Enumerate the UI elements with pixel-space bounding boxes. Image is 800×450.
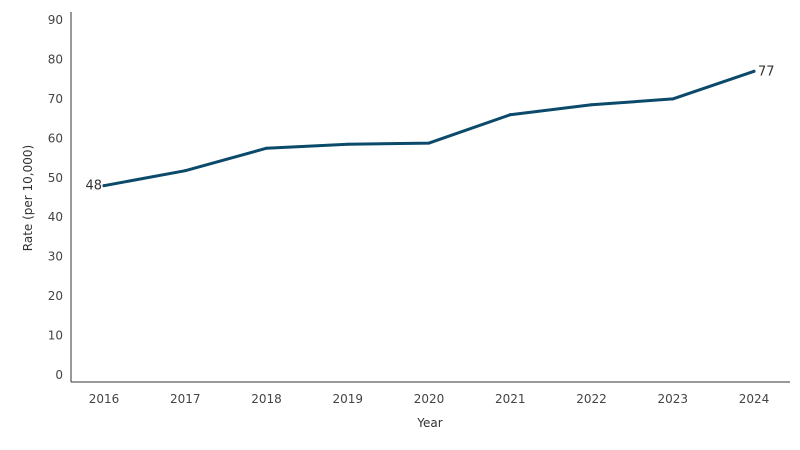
x-tick-label: 2022 [576,392,607,406]
y-tick-label: 70 [48,92,63,106]
x-tick-label: 2023 [657,392,688,406]
data-point [427,141,431,145]
x-tick-label: 2021 [495,392,526,406]
data-point [590,103,593,107]
x-tick-label: 2024 [739,392,770,406]
data-point [265,146,268,150]
x-tick-label: 2018 [251,392,282,406]
y-tick-label: 30 [48,250,63,264]
data-point [671,97,675,101]
data-point [346,142,350,146]
y-tick-label: 80 [48,52,63,66]
y-axis-title: Rate (per 10,000) [21,145,35,251]
x-tick-labels: 2016 2017 2018 2019 2020 2021 2022 2023 2024 [89,392,770,406]
x-tick-label: 2020 [414,392,445,406]
y-tick-label: 20 [48,289,63,303]
y-tick-label: 90 [48,13,63,27]
y-tick-label: 0 [55,368,63,382]
x-tick-label: 2016 [89,392,120,406]
data-point [752,69,756,73]
x-tick-label: 2017 [170,392,201,406]
y-tick-labels: 0 10 20 30 40 50 60 70 80 90 [48,13,63,382]
data-point [508,113,512,117]
x-tick-label: 2019 [332,392,363,406]
y-tick-label: 60 [48,131,63,145]
data-label: 77 [758,64,775,79]
y-tick-label: 40 [48,210,63,224]
data-points [102,69,756,188]
y-tick-label: 10 [48,329,63,343]
data-label: 48 [85,179,102,194]
y-tick-label: 50 [48,171,63,185]
series-line [102,69,756,188]
data-labels: 48 77 [85,64,774,193]
data-point [102,184,106,188]
x-axis-title: Year [416,416,442,430]
data-point [183,169,187,173]
